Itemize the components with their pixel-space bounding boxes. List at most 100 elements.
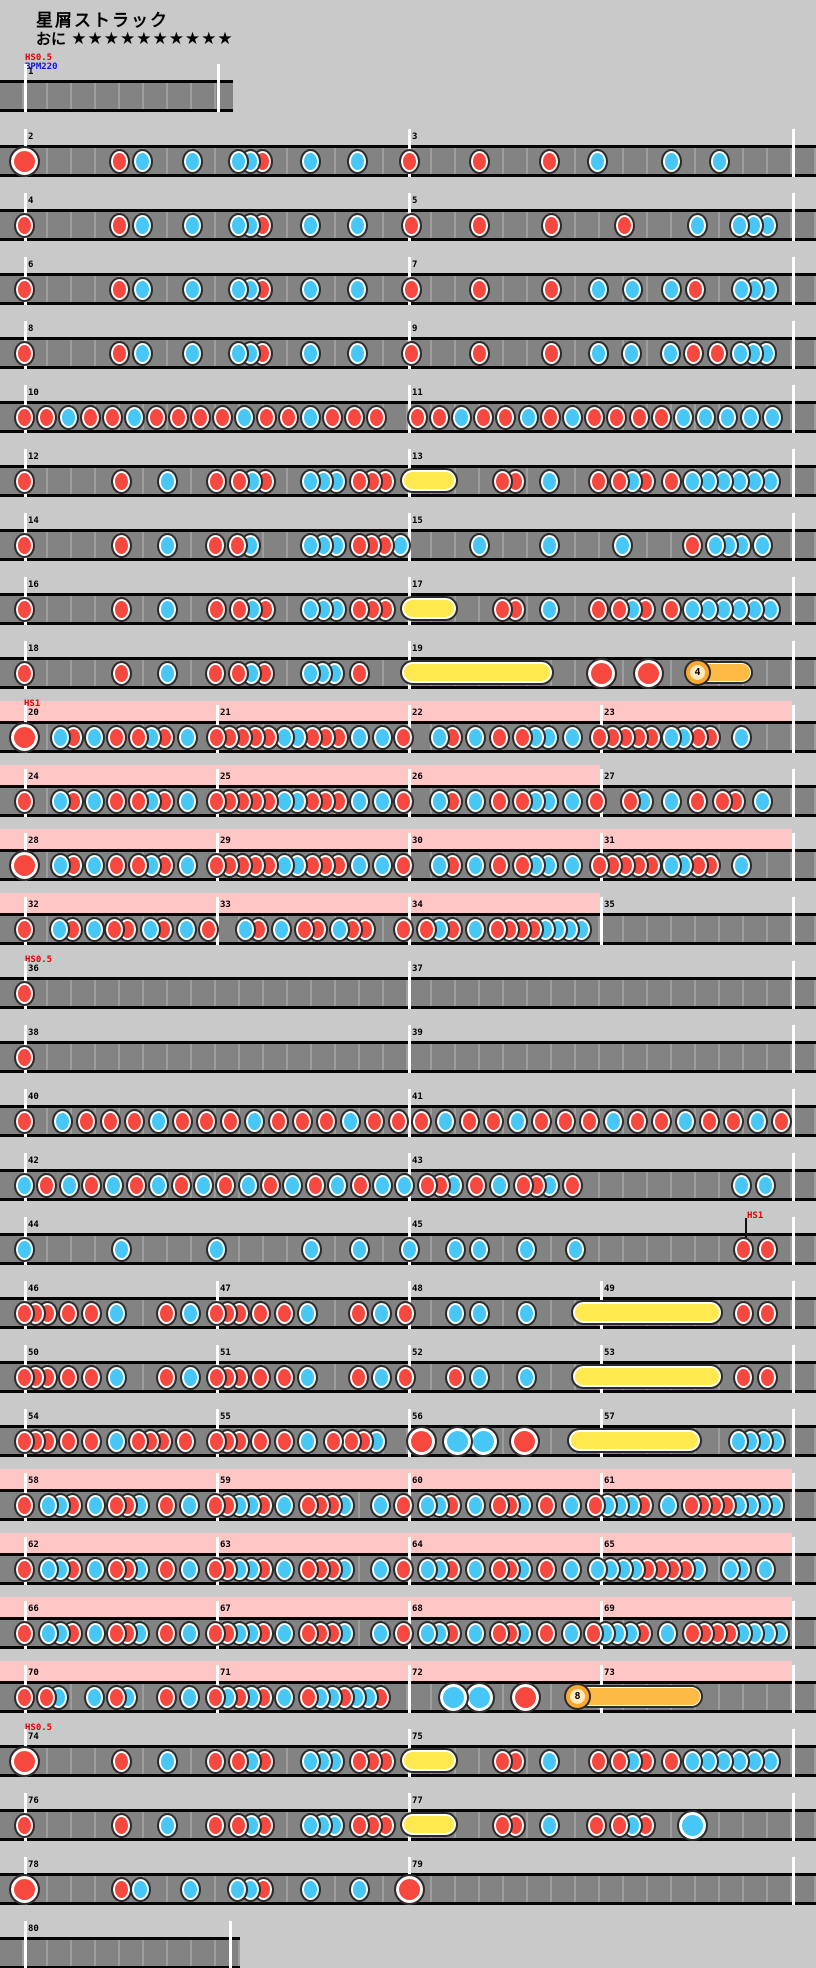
ka-note — [716, 404, 738, 430]
don-note — [123, 1108, 145, 1134]
song-title: 星屑ストラック — [36, 11, 169, 31]
ka-note — [348, 1876, 370, 1902]
measure-number: 29 — [220, 836, 231, 846]
ka-note — [672, 404, 694, 430]
measure-number: 3 — [412, 132, 418, 142]
measure-number: 59 — [220, 1476, 231, 1486]
measure-line — [229, 1921, 232, 1968]
ka-note — [339, 1108, 361, 1134]
drumroll-bar — [567, 1428, 702, 1453]
don-note — [561, 1172, 583, 1198]
ka-note — [299, 1876, 321, 1902]
ka-note — [371, 788, 393, 814]
don-note — [204, 1556, 226, 1582]
scroll-speed-label: HS1 — [24, 699, 41, 709]
ka-note — [464, 788, 486, 814]
don-note — [13, 468, 35, 494]
ka-note — [450, 404, 472, 430]
don-note — [392, 1556, 414, 1582]
don-note — [110, 532, 132, 558]
ka-note — [83, 788, 105, 814]
measure-number: 45 — [412, 1220, 423, 1230]
measure-number: 38 — [28, 1028, 39, 1038]
don-note — [219, 1108, 241, 1134]
track — [0, 80, 233, 112]
scroll-speed-label: HS0.5 — [25, 1723, 53, 1733]
big-don-note — [8, 1873, 40, 1905]
measure-number: 55 — [220, 1412, 231, 1422]
don-note — [732, 1364, 754, 1390]
ka-note — [620, 340, 642, 366]
measure-number: 15 — [412, 516, 423, 526]
don-note — [205, 788, 227, 814]
ka-note — [178, 1492, 200, 1518]
measure-number: 52 — [412, 1348, 423, 1358]
ka-note — [156, 1812, 178, 1838]
ka-note — [428, 724, 450, 750]
don-note — [297, 1492, 319, 1518]
ka-note — [660, 852, 682, 878]
don-note — [608, 1812, 630, 1838]
ka-note — [131, 276, 153, 302]
big-don-note — [8, 721, 40, 753]
balloon-count: 4 — [690, 665, 705, 680]
measure-number: 36 — [28, 964, 39, 974]
ka-note — [346, 340, 368, 366]
ka-note — [83, 916, 105, 942]
gogo-band — [0, 1597, 792, 1618]
don-note — [204, 1748, 226, 1774]
ka-note — [131, 212, 153, 238]
don-note — [706, 340, 728, 366]
don-note — [13, 1556, 35, 1582]
don-note — [488, 852, 510, 878]
measure-line — [792, 897, 795, 945]
ka-note — [176, 724, 198, 750]
gogo-band — [0, 829, 792, 850]
ka-note — [299, 276, 321, 302]
don-note — [491, 596, 513, 622]
don-note — [587, 468, 609, 494]
don-note — [392, 852, 414, 878]
ka-note — [730, 276, 752, 302]
measure-number: 79 — [412, 1860, 423, 1870]
don-note — [204, 1684, 226, 1710]
measure-line — [792, 257, 795, 305]
measure-line — [792, 1089, 795, 1137]
ka-note — [681, 596, 703, 622]
don-note — [227, 1812, 249, 1838]
don-note — [273, 1428, 295, 1454]
measure-line — [408, 961, 411, 1009]
don-note — [348, 1812, 370, 1838]
don-note — [619, 788, 641, 814]
don-note — [584, 1492, 606, 1518]
measure-number: 68 — [412, 1604, 423, 1614]
ka-note — [464, 1556, 486, 1582]
don-note — [273, 1300, 295, 1326]
ka-note — [464, 1620, 486, 1646]
big-don-note — [632, 657, 664, 689]
ka-note — [346, 212, 368, 238]
scroll-speed-label: HS0.5 — [25, 955, 53, 965]
don-note — [605, 404, 627, 430]
don-note — [347, 1364, 369, 1390]
don-note — [582, 1620, 604, 1646]
ka-note — [233, 404, 255, 430]
don-note — [57, 1428, 79, 1454]
measure-number: 28 — [28, 836, 39, 846]
measure-number: 24 — [28, 772, 39, 782]
ka-note — [147, 1108, 169, 1134]
ka-note — [561, 724, 583, 750]
don-note — [125, 1172, 147, 1198]
ka-note — [299, 1748, 321, 1774]
ka-note — [58, 1172, 80, 1198]
don-note — [540, 212, 562, 238]
don-note — [105, 1556, 127, 1582]
measure-line — [792, 1409, 795, 1457]
don-note — [340, 1428, 362, 1454]
don-note — [80, 1172, 102, 1198]
ka-note — [299, 532, 321, 558]
don-note — [468, 148, 490, 174]
don-note — [465, 1172, 487, 1198]
measure-line — [792, 1537, 795, 1585]
ka-note — [564, 1236, 586, 1262]
